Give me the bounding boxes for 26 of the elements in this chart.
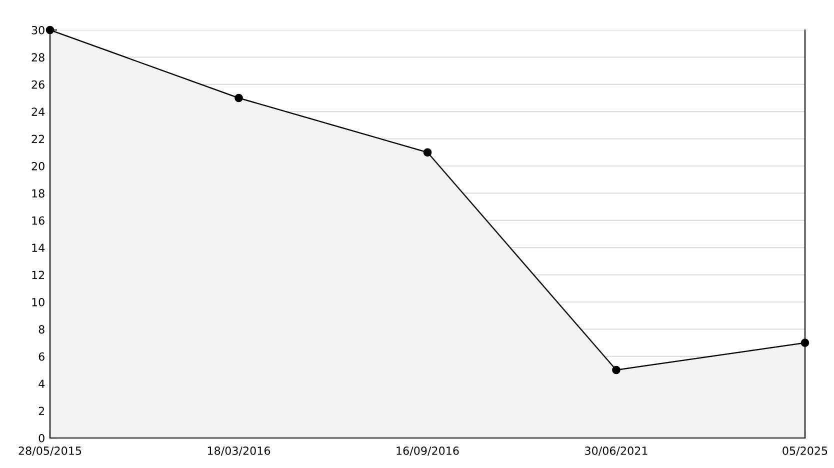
y-tick-label: 18 — [32, 189, 44, 198]
y-tick-label: 12 — [32, 270, 44, 280]
y-tick-label: 0 — [38, 434, 44, 442]
y-tick-label: 2 — [38, 406, 44, 416]
point — [46, 26, 54, 34]
y-tick-label: 30 — [32, 26, 44, 34]
y-tick-label: 4 — [38, 380, 45, 388]
x-tick-label: 05/2025 — [782, 446, 828, 456]
y-tick-label: 20 — [32, 162, 44, 170]
y-tick-label: 28 — [32, 53, 44, 62]
x-tick-label: 18/03/2016 — [208, 446, 270, 456]
x-tick-label: 16/09/2016 — [396, 446, 459, 456]
y-tick-label: 26 — [32, 80, 44, 89]
y-tick-label: 16 — [32, 216, 44, 225]
x-tick-label: 30/06/2021 — [585, 446, 648, 456]
point — [800, 338, 810, 347]
y-tick-label: 10 — [32, 298, 44, 306]
y-tick-label: 8 — [38, 325, 44, 334]
point — [234, 94, 243, 102]
point — [612, 366, 620, 374]
y-tick-label: 6 — [38, 352, 44, 361]
point — [423, 148, 432, 157]
y-tick-label: 22 — [32, 134, 44, 144]
x-tick-label: 28/05/2015 — [18, 446, 82, 456]
y-tick-label: 14 — [32, 244, 45, 252]
y-tick-label: 24 — [32, 108, 45, 116]
